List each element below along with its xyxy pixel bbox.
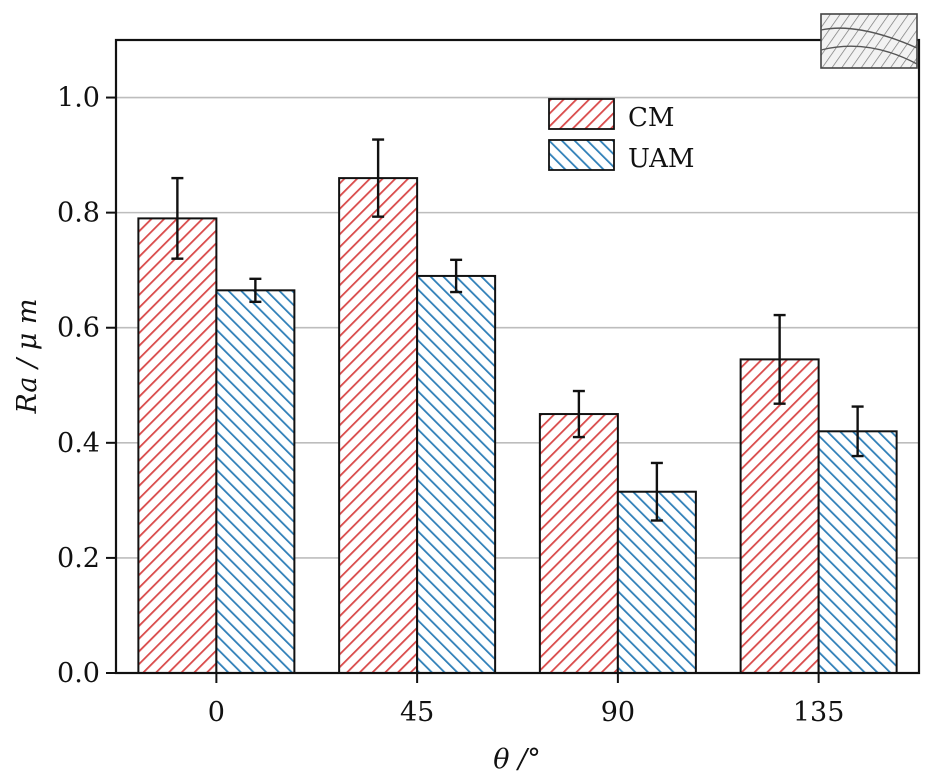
x-tick-label: 90 (601, 697, 635, 728)
x-tick-label: 45 (400, 697, 434, 728)
y-tick-label: 0.2 (57, 543, 100, 574)
x-tick-label: 0 (208, 697, 225, 728)
bar-uam-0 (215, 289, 296, 674)
x-tick-label: 135 (793, 697, 845, 728)
y-tick-label: 1.0 (57, 83, 100, 114)
bar-cm-135 (739, 358, 820, 674)
y-tick-label: 0.6 (57, 313, 100, 344)
bar-uam-90 (616, 490, 697, 674)
legend-label-cm: CM (628, 103, 675, 133)
plot-frame (114, 38, 921, 675)
legend: CM UAM (548, 98, 695, 174)
y-tick-label: 0.8 (57, 198, 100, 229)
error-bars-layer (171, 138, 864, 522)
x-axis-ticks: 0 45 90 135 (208, 673, 845, 728)
bar-cm-90 (538, 413, 619, 674)
x-axis-title: θ /° (493, 744, 540, 775)
bars-layer (137, 177, 898, 675)
bar-uam-45 (416, 274, 497, 674)
y-axis-ticks: 0.0 0.2 0.4 0.6 0.8 1.0 (57, 83, 116, 689)
bar-cm-0 (137, 217, 218, 675)
y-axis-title: Ra / μ m (12, 298, 43, 414)
legend-swatch-uam (548, 139, 615, 171)
y-tick-label: 0.0 (57, 658, 100, 689)
bar-uam-135 (817, 430, 898, 674)
hatched-tool-schematic-icon (820, 13, 918, 69)
legend-label-uam: UAM (628, 144, 695, 174)
y-tick-label: 0.4 (57, 428, 100, 459)
legend-swatch-cm (548, 98, 615, 130)
bar-cm-45 (338, 177, 419, 674)
